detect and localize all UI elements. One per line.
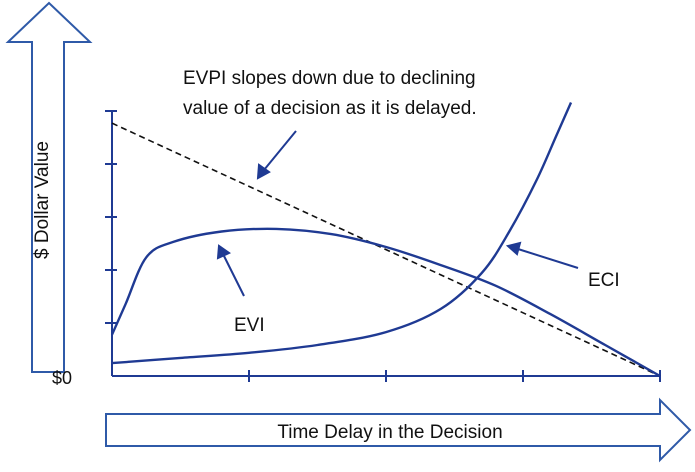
evi-pointer-arrow <box>216 244 245 297</box>
evi-curve <box>110 227 661 378</box>
x-axis-arrow <box>105 397 692 463</box>
x-axis-label: Time Delay in the Decision <box>277 422 502 443</box>
axis-ticks <box>105 110 661 382</box>
y-axis-arrow <box>5 1 93 373</box>
eci-curve <box>111 102 573 365</box>
evpi-pointer-arrow <box>256 130 297 180</box>
eci-pointer-arrow <box>505 241 579 269</box>
eci-label: ECI <box>588 270 620 291</box>
evpi-annotation-line-1: EVPI slopes down due to declining <box>183 68 476 89</box>
y-origin-label: $0 <box>52 368 72 388</box>
evpi-annotation-line-2: value of a decision as it is delayed. <box>183 98 477 119</box>
evi-label: EVI <box>234 315 265 336</box>
evpi-curve <box>111 122 661 377</box>
series-layer <box>110 102 661 378</box>
y-axis-label: $ Dollar Value <box>32 141 53 259</box>
